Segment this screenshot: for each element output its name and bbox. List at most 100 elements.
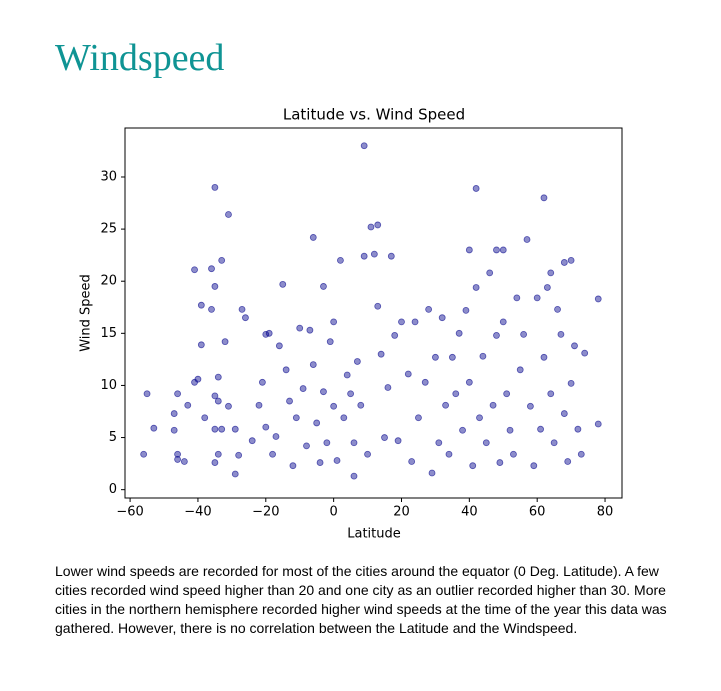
scatter-point	[231, 470, 239, 478]
x-tick-label: −60	[116, 505, 143, 520]
scatter-point	[211, 392, 219, 400]
scatter-point	[387, 252, 395, 260]
scatter-point	[523, 236, 531, 243]
scatter-point	[258, 378, 266, 386]
scatter-point	[299, 385, 307, 392]
scatter-point	[577, 450, 585, 458]
scatter-point	[465, 378, 473, 386]
scatter-point	[493, 246, 500, 254]
scatter-point	[486, 269, 494, 277]
scatter-point	[211, 283, 219, 290]
scatter-point	[309, 361, 317, 368]
scatter-point	[255, 401, 263, 409]
scatter-point	[231, 425, 239, 433]
scatter-point	[476, 414, 483, 422]
scatter-point	[421, 378, 429, 386]
scatter-point	[150, 424, 158, 432]
scatter-point	[279, 280, 287, 288]
scatter-point	[377, 350, 385, 358]
scatter-point	[530, 462, 538, 470]
scatter-point	[353, 358, 361, 365]
scatter-point	[197, 301, 205, 309]
x-tick-label: 80	[597, 505, 614, 520]
plot-frame	[124, 127, 623, 499]
scatter-point	[537, 425, 544, 433]
scatter-point	[225, 402, 232, 410]
scatter-point	[411, 318, 419, 326]
y-tick-label: 25	[100, 222, 117, 237]
scatter-point	[374, 302, 382, 310]
scatter-point	[197, 341, 205, 349]
scatter-point	[360, 142, 368, 150]
scatter-point	[540, 353, 548, 361]
y-tick-label: 20	[100, 274, 117, 289]
scatter-point	[140, 450, 148, 458]
scatter-point	[225, 211, 232, 218]
scatter-point	[292, 414, 300, 422]
scatter-point	[214, 373, 222, 381]
scatter-point	[415, 414, 422, 422]
scatter-point	[472, 185, 480, 192]
scatter-point	[214, 450, 222, 458]
scatter-point	[347, 390, 355, 398]
description: Lower wind speeds are recorded for most …	[55, 563, 667, 636]
scatter-point	[554, 305, 561, 313]
scatter-point	[510, 450, 517, 458]
x-tick-label: 60	[529, 505, 546, 520]
scatter-point	[208, 305, 215, 313]
scatter-point	[262, 423, 270, 431]
scatter-point	[320, 388, 327, 396]
scatter-point	[540, 194, 548, 202]
scatter-point	[547, 269, 555, 277]
scatter-point	[357, 401, 365, 409]
scatter-point	[191, 266, 198, 274]
scatter-point	[211, 425, 219, 433]
scatter-point	[493, 332, 500, 339]
scatter-point	[594, 420, 602, 428]
scatter-point	[527, 402, 534, 410]
scatter-point	[391, 332, 399, 339]
scatter-point	[435, 439, 443, 447]
scatter-point	[557, 330, 565, 338]
scatter-point	[438, 314, 446, 322]
scatter-point	[516, 366, 524, 374]
scatter-point	[479, 352, 487, 360]
y-tick-label: 5	[109, 430, 117, 445]
x-axis-label: Latitude	[347, 527, 401, 542]
scatter-point	[364, 450, 371, 458]
scatter-point	[496, 459, 504, 466]
scatter-point	[567, 379, 575, 387]
scatter-point	[194, 375, 202, 383]
scatter-point	[296, 324, 304, 332]
scatter-point	[428, 469, 436, 477]
scatter-point	[337, 256, 344, 264]
scatter-point	[350, 472, 358, 480]
y-tick-label: 15	[100, 326, 117, 341]
scatter-point	[462, 306, 470, 314]
scatter-point	[360, 252, 368, 260]
scatter-point	[143, 390, 151, 398]
scatter-point	[398, 318, 405, 326]
chart-title: Latitude vs. Wind Speed	[283, 106, 465, 124]
scatter-point	[286, 397, 293, 405]
scatter-point	[489, 401, 497, 409]
scatter-point	[381, 434, 388, 441]
scatter-point	[333, 457, 341, 464]
scatter-point	[384, 384, 392, 391]
scatter-point	[180, 458, 188, 465]
scatter-point	[320, 283, 327, 290]
scatter-point	[170, 426, 178, 434]
scatter-point	[513, 294, 521, 302]
scatter-point	[303, 442, 310, 450]
scatter-point	[469, 462, 477, 470]
scatter-point	[174, 390, 181, 398]
scatter-point	[560, 259, 568, 266]
scatter-point	[211, 459, 219, 466]
scatter-point	[567, 256, 575, 264]
scatter-point	[235, 451, 243, 459]
scatter-point	[248, 437, 256, 445]
scatter-point	[506, 426, 514, 434]
scatter-point	[394, 437, 402, 445]
scatter-point	[272, 433, 280, 440]
scatter-point	[547, 390, 555, 398]
